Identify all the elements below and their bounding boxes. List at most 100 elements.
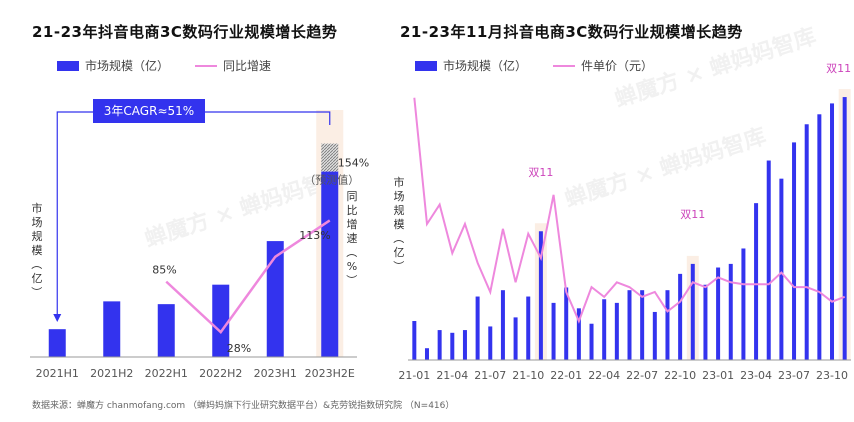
y2-axis-label: 比 (347, 204, 358, 217)
legend-bar-swatch (415, 60, 437, 71)
bar (488, 326, 493, 360)
x-tick-label: 22-10 (664, 369, 696, 382)
legend-line-swatch (195, 64, 218, 67)
y2-axis-label: 同 (347, 190, 358, 203)
double11-label: 双11 (680, 208, 705, 221)
y2-axis-label: （ (345, 247, 358, 258)
y-axis-label: 市 (32, 201, 43, 215)
cagr-label: 3年CAGR≈51% (104, 104, 194, 118)
x-tick-label: 21-04 (436, 369, 468, 382)
x-tick-label: 2022H1 (145, 367, 188, 380)
growth-pct-label: 28% (227, 342, 251, 355)
bar (538, 231, 543, 360)
bar (412, 321, 417, 360)
y-axis-label: ） (392, 261, 405, 272)
bar (741, 248, 746, 360)
bar (424, 348, 429, 360)
x-tick-label: 2021H1 (36, 367, 79, 380)
y-axis-label: 规 (32, 229, 43, 243)
bar (266, 241, 284, 357)
y-axis-label: 模 (32, 244, 43, 257)
bar (817, 114, 822, 360)
bar (804, 124, 809, 361)
growth-pct-label: 154% (338, 156, 369, 169)
x-tick-label: 21-07 (474, 369, 506, 382)
chart2-title: 21-23年11月抖音电商3C数码行业规模增长趋势 (400, 23, 743, 41)
x-tick-label: 22-01 (550, 369, 582, 382)
bar (614, 302, 619, 360)
bar (842, 97, 847, 361)
y2-axis-label: ） (345, 275, 358, 286)
y2-axis-label: % (347, 260, 357, 273)
bar (652, 311, 657, 360)
bar (830, 103, 835, 360)
bar (779, 178, 784, 360)
bar (792, 142, 797, 360)
bar (526, 296, 531, 360)
bar (690, 263, 695, 360)
bar (437, 330, 442, 360)
bar (212, 284, 230, 357)
forecast-note: （预测值） (304, 173, 359, 186)
y-axis-label: 市 (394, 175, 405, 189)
legend-rate-label: 同比增速 (223, 59, 272, 73)
legend-bar-swatch (57, 60, 79, 71)
y-axis-label: 场 (394, 189, 405, 203)
x-tick-label: 23-04 (740, 369, 772, 382)
y-axis-label: （ (30, 259, 43, 270)
bar (665, 290, 670, 360)
double11-label: 双11 (528, 166, 553, 179)
growth-pct-label: 85% (152, 264, 176, 277)
x-tick-label: 2023H2E (305, 367, 355, 380)
growth-pct-label: 113% (299, 229, 330, 242)
double11-label: 双11 (826, 62, 851, 75)
bar (157, 304, 175, 357)
x-tick-label: 23-07 (778, 369, 810, 382)
legend-bar-label: 市场规模（亿） (85, 59, 170, 73)
bar (627, 290, 632, 360)
legend-line-swatch (553, 64, 576, 67)
legend-bar-label: 市场规模（亿） (443, 59, 528, 73)
bar (589, 323, 594, 360)
bar (475, 296, 480, 360)
y-axis-label: 模 (394, 218, 405, 231)
cagr-arrowhead (53, 314, 62, 322)
bar (576, 308, 581, 360)
bar (103, 301, 121, 357)
chart2-legend: 市场规模（亿） 件单价（元） (415, 57, 653, 74)
bar (450, 332, 455, 360)
price-line (413, 97, 846, 324)
y-axis-label: （ (392, 233, 405, 244)
bar (766, 160, 771, 360)
y-axis-label: ） (30, 287, 43, 298)
x-tick-label: 21-10 (512, 369, 544, 382)
y-axis-label: 场 (32, 215, 43, 229)
chart1-title: 21-23年抖音电商3C数码行业规模增长趋势 (32, 23, 338, 41)
bar (551, 302, 556, 360)
x-tick-label: 21-01 (398, 369, 430, 382)
growth-line (165, 219, 331, 335)
y-axis-label: 规 (394, 203, 405, 217)
source-note: 数据来源：蝉魔方 chanmofang.com （蝉妈妈旗下行业研究数据平台）&… (32, 401, 455, 411)
x-tick-label: 2023H1 (254, 367, 297, 380)
bar (462, 330, 467, 360)
legend-price-label: 件单价（元） (581, 59, 654, 73)
bar (640, 290, 645, 360)
bar (703, 284, 708, 360)
bar (48, 329, 66, 357)
bar (728, 263, 733, 360)
x-tick-label: 2021H2 (90, 367, 133, 380)
bar (321, 171, 339, 357)
x-tick-label: 22-07 (626, 369, 658, 382)
cagr-bracket (56, 111, 331, 318)
bar (716, 267, 721, 360)
x-tick-label: 22-04 (588, 369, 620, 382)
forecast-hatch (321, 143, 339, 172)
y2-axis-label: 增 (347, 217, 358, 231)
bar (754, 203, 759, 360)
chart1-legend: 市场规模（亿） 同比增速 (57, 57, 271, 74)
bar (500, 290, 505, 360)
x-tick-label: 2022H2 (199, 367, 242, 380)
x-tick-label: 23-10 (816, 369, 848, 382)
